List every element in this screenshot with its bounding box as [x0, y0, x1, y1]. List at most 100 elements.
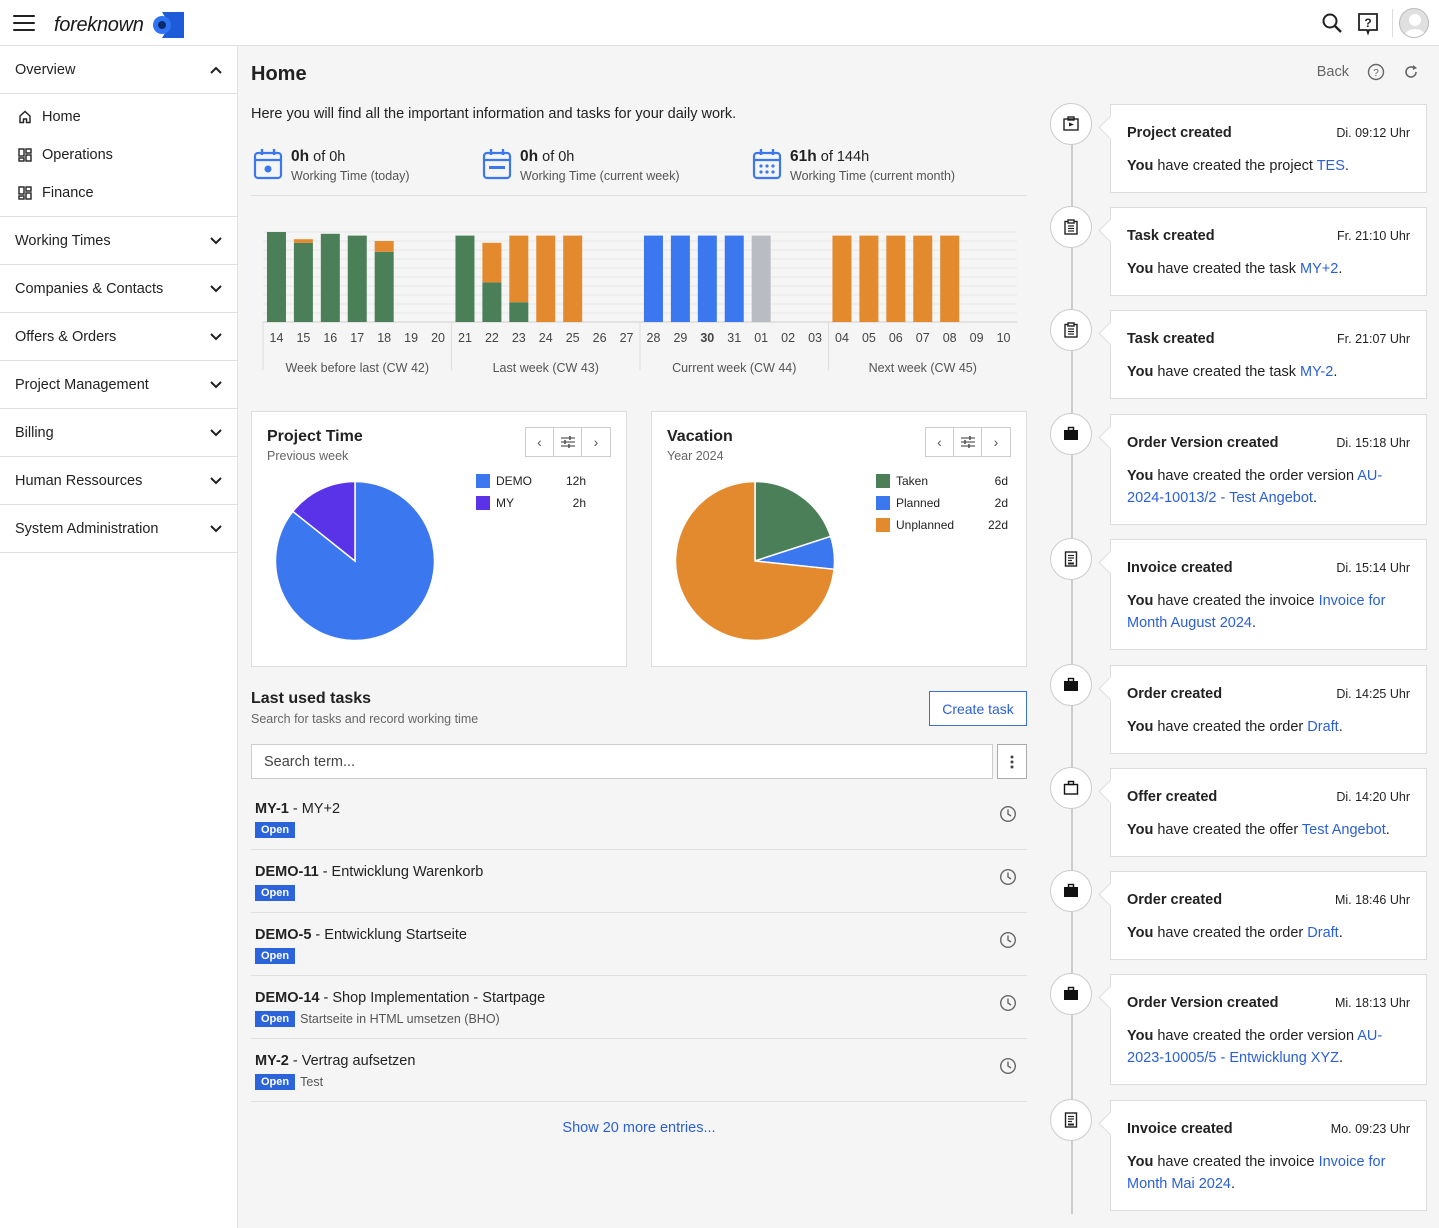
filter-icon[interactable]	[554, 428, 582, 456]
bar-worked[interactable]	[509, 302, 529, 322]
bar-worked[interactable]	[347, 235, 367, 322]
pie-slice-my[interactable]	[291, 480, 356, 563]
sidebar-section-system-administration[interactable]: System Administration	[0, 505, 237, 553]
clock-icon[interactable]	[999, 805, 1017, 826]
refresh-icon[interactable]	[1403, 64, 1419, 80]
clock-icon[interactable]	[999, 868, 1017, 889]
pie-slice-taken[interactable]	[754, 480, 832, 563]
bar-worked[interactable]	[320, 233, 340, 322]
invoice-icon	[1050, 1099, 1092, 1141]
timeline-text: have created the order	[1153, 925, 1308, 941]
bar-overtime[interactable]	[509, 235, 529, 303]
tick-label: 08	[943, 331, 957, 345]
bar-planned[interactable]	[670, 235, 690, 322]
timeline-time: Di. 14:20 Uhr	[1336, 790, 1410, 804]
search-icon[interactable]	[1314, 5, 1350, 41]
timeline-link[interactable]: Invoice for Month Mai 2024	[1127, 1154, 1386, 1192]
filter-icon[interactable]	[954, 428, 982, 456]
bar-overtime[interactable]	[886, 235, 906, 322]
bar-holiday[interactable]	[751, 235, 771, 322]
timeline-body: You have created the offer Test Angebot.	[1127, 822, 1390, 838]
timeline-link[interactable]: Test Angebot	[1301, 822, 1386, 838]
create-task-button[interactable]: Create task	[929, 691, 1027, 726]
chevron-down-icon	[210, 380, 222, 388]
timeline-actor: You	[1127, 1154, 1154, 1170]
clock-icon[interactable]	[999, 1057, 1017, 1078]
bar-worked[interactable]	[455, 235, 475, 322]
timeline-link[interactable]: MY+2	[1300, 261, 1339, 277]
logo[interactable]: foreknown	[54, 10, 186, 40]
bar-overtime[interactable]	[832, 235, 852, 322]
legend-item: MY 2h	[476, 492, 586, 514]
timeline-link[interactable]: AU-2023-10005/5 - Entwicklung XYZ	[1127, 1028, 1383, 1066]
sidebar-item-operations[interactable]: Operations	[0, 136, 237, 174]
task-row[interactable]: DEMO-14 - Shop Implementation - Startpag…	[251, 976, 1027, 1039]
bar-overtime[interactable]	[940, 235, 960, 322]
sidebar-section-billing[interactable]: Billing	[0, 409, 237, 457]
bar-planned[interactable]	[643, 235, 663, 322]
bar-planned[interactable]	[724, 235, 744, 322]
chevron-left-icon[interactable]: ‹	[526, 428, 554, 456]
timeline-link[interactable]: TES	[1316, 158, 1345, 174]
bar-worked[interactable]	[266, 232, 286, 322]
bar-overtime[interactable]	[859, 235, 879, 322]
sidebar-section-working-times[interactable]: Working Times	[0, 217, 237, 265]
chevron-right-icon[interactable]: ›	[993, 434, 999, 450]
task-row[interactable]: DEMO-11 - Entwicklung Warenkorb Open	[251, 850, 1027, 913]
bar-overtime[interactable]	[536, 235, 556, 322]
more-options-icon[interactable]	[997, 744, 1027, 779]
bar-planned[interactable]	[697, 235, 717, 322]
clock-icon[interactable]	[999, 931, 1017, 952]
avatar[interactable]	[1399, 8, 1429, 38]
sidebar-section-human-ressources[interactable]: Human Ressources	[0, 457, 237, 505]
sidebar-item-home[interactable]: Home	[0, 98, 237, 136]
sidebar-item-label: Home	[42, 109, 81, 125]
timeline-body: You have created the task MY+2.	[1127, 261, 1343, 277]
bar-overtime[interactable]	[913, 235, 933, 322]
bar-overtime[interactable]	[293, 239, 313, 243]
timeline-link[interactable]: Draft	[1307, 719, 1339, 735]
clock-icon[interactable]	[999, 994, 1017, 1015]
timeline-link[interactable]: Draft	[1307, 925, 1339, 941]
sidebar-section-companies-contacts[interactable]: Companies & Contacts	[0, 265, 237, 313]
task-row[interactable]: MY-2 - Vertrag aufsetzen Open Test	[251, 1039, 1027, 1102]
menu-icon[interactable]	[13, 15, 35, 31]
bar-worked[interactable]	[293, 242, 313, 322]
sidebar-section-offers-orders[interactable]: Offers & Orders	[0, 313, 237, 361]
bar-worked[interactable]	[374, 251, 394, 322]
chevron-left-icon[interactable]: ‹	[926, 428, 954, 456]
pie-slice-unplanned[interactable]	[674, 480, 835, 642]
tick-label: 29	[673, 331, 687, 345]
sidebar-section-label: Project Management	[15, 376, 149, 393]
timeline-link[interactable]: Invoice for Month August 2024	[1127, 593, 1386, 631]
sidebar-overview[interactable]: Overview	[0, 46, 237, 94]
project-time-legend: DEMO 12h MY 2h	[476, 470, 586, 514]
show-more-link[interactable]: Show 20 more entries...	[562, 1120, 716, 1136]
briefcase-icon	[1050, 413, 1092, 455]
help-icon[interactable]: ?	[1350, 5, 1386, 41]
tick-label: 15	[296, 331, 310, 345]
task-row[interactable]: MY-1 - MY+2 Open	[251, 787, 1027, 850]
chevron-right-icon[interactable]: ›	[593, 434, 599, 450]
panel-subtitle: Year 2024	[667, 449, 724, 463]
back-button[interactable]: Back	[1316, 64, 1349, 80]
sidebar-overview-sub: Home Operations Finance	[0, 94, 237, 217]
tick-label: 07	[916, 331, 930, 345]
help-circle-icon[interactable]: ?	[1367, 63, 1385, 81]
task-row[interactable]: DEMO-5 - Entwicklung Startseite Open	[251, 913, 1027, 976]
task-search-input[interactable]	[251, 744, 993, 779]
timeline-link[interactable]: AU-2024-10013/2 - Test Angebot	[1127, 468, 1383, 506]
sidebar-section-project-management[interactable]: Project Management	[0, 361, 237, 409]
bar-overtime[interactable]	[482, 242, 502, 283]
timeline-card: Task created Fr. 21:10 Uhr You have create…	[1110, 207, 1427, 296]
timeline-card: Invoice created Mo. 09:23 Uhr You have cre…	[1110, 1100, 1427, 1211]
bar-overtime[interactable]	[563, 235, 583, 322]
bar-overtime[interactable]	[374, 241, 394, 252]
timeline-time: Fr. 21:10 Uhr	[1337, 229, 1410, 243]
legend-value: 12h	[565, 474, 586, 488]
sidebar-item-finance[interactable]: Finance	[0, 174, 237, 212]
timeline-link[interactable]: MY-2	[1300, 364, 1334, 380]
bar-worked[interactable]	[482, 282, 502, 322]
timeline-text: have created the order version	[1153, 1028, 1358, 1044]
chevron-down-icon	[210, 236, 222, 244]
